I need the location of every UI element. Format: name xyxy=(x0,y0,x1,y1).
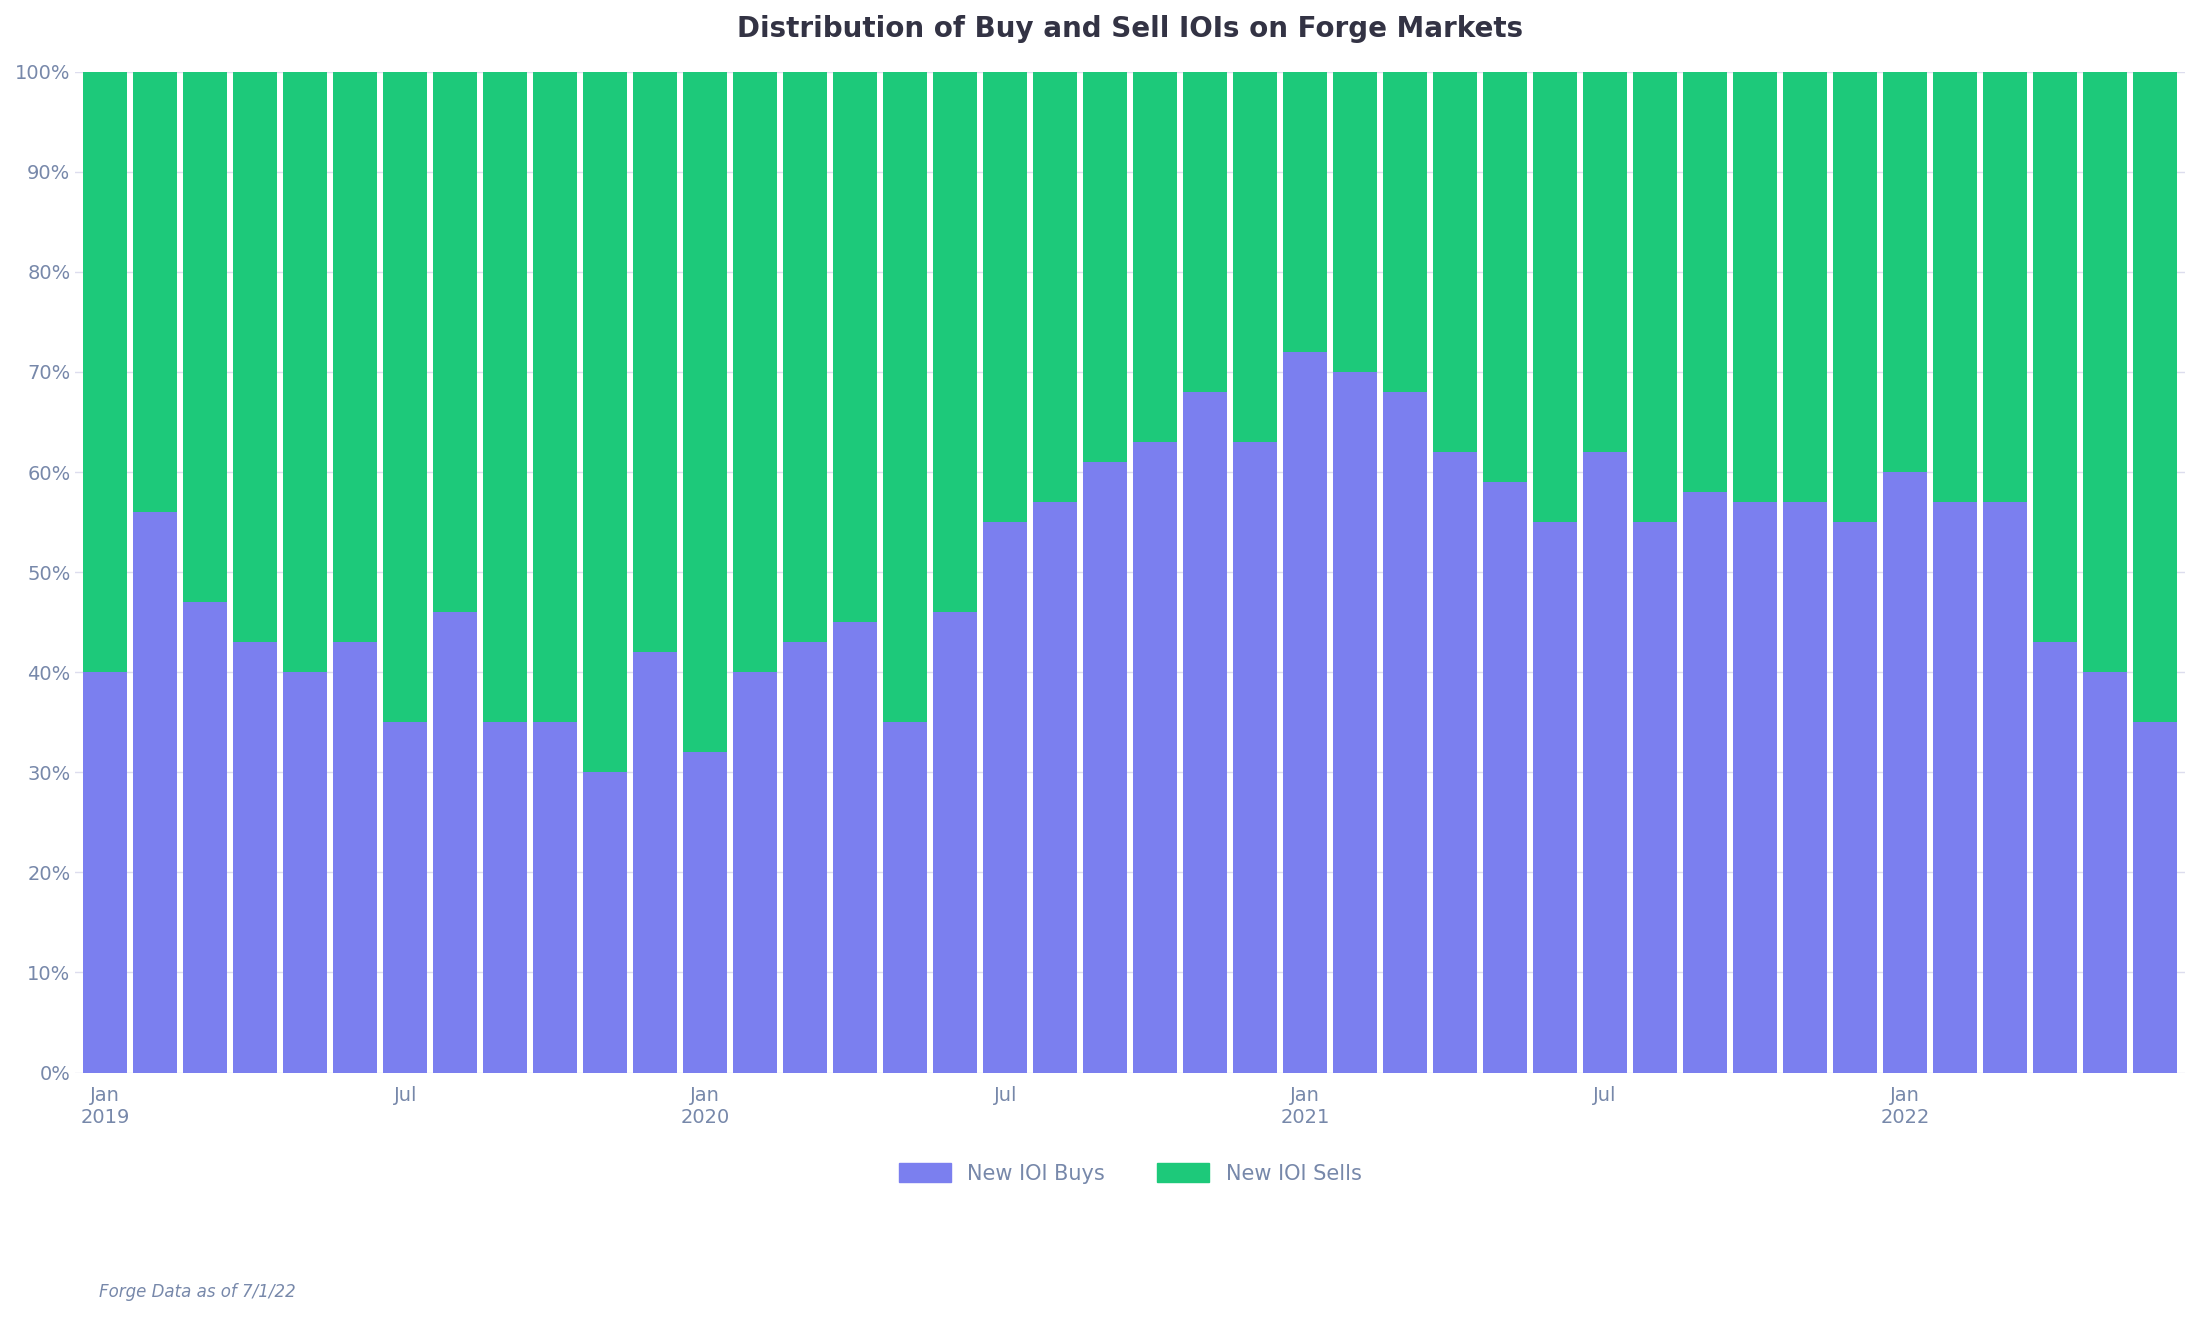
Bar xyxy=(84,72,128,672)
Bar xyxy=(733,72,777,672)
Bar xyxy=(783,72,827,642)
Bar xyxy=(2134,72,2178,722)
Bar xyxy=(783,642,827,1072)
Bar xyxy=(2134,722,2178,1072)
Bar xyxy=(183,602,227,1072)
Bar xyxy=(383,722,427,1072)
Bar xyxy=(1584,452,1628,1072)
Bar xyxy=(134,512,178,1072)
Bar xyxy=(1082,72,1126,462)
Bar xyxy=(1734,72,1778,503)
Bar xyxy=(1483,72,1527,481)
Bar xyxy=(1533,72,1577,523)
Bar xyxy=(1782,503,1826,1072)
Text: Forge Data as of 7/1/22: Forge Data as of 7/1/22 xyxy=(99,1282,295,1301)
Bar xyxy=(1683,492,1727,1072)
Bar xyxy=(1234,72,1278,442)
Bar xyxy=(1982,503,2026,1072)
Bar xyxy=(834,72,878,622)
Bar xyxy=(1184,392,1228,1072)
Bar xyxy=(882,72,926,722)
Bar xyxy=(1934,72,1978,503)
Bar xyxy=(1632,523,1676,1072)
Bar xyxy=(233,642,277,1072)
Bar xyxy=(1533,523,1577,1072)
Bar xyxy=(1034,503,1078,1072)
Bar xyxy=(882,722,926,1072)
Bar xyxy=(484,72,528,722)
Bar xyxy=(1234,442,1278,1072)
Bar xyxy=(334,72,378,642)
Bar xyxy=(983,72,1027,523)
Bar xyxy=(1133,442,1177,1072)
Bar xyxy=(334,642,378,1072)
Bar xyxy=(233,72,277,642)
Bar xyxy=(634,652,678,1072)
Bar xyxy=(1184,72,1228,392)
Bar xyxy=(1333,372,1377,1072)
Bar xyxy=(1082,462,1126,1072)
Bar xyxy=(1883,72,1927,472)
Bar xyxy=(2083,72,2127,672)
Bar xyxy=(1584,72,1628,452)
Bar xyxy=(183,72,227,602)
Bar xyxy=(583,773,627,1072)
Bar xyxy=(1333,72,1377,372)
Bar xyxy=(532,722,576,1072)
Bar xyxy=(1934,503,1978,1072)
Bar xyxy=(1982,72,2026,503)
Bar xyxy=(1283,352,1327,1072)
Bar xyxy=(2083,672,2127,1072)
Bar xyxy=(2033,72,2077,642)
Bar xyxy=(433,612,477,1072)
Bar xyxy=(583,72,627,773)
Bar xyxy=(1384,72,1428,392)
Bar xyxy=(1734,503,1778,1072)
Bar xyxy=(1432,452,1476,1072)
Bar xyxy=(1833,523,1877,1072)
Bar xyxy=(1883,472,1927,1072)
Title: Distribution of Buy and Sell IOIs on Forge Markets: Distribution of Buy and Sell IOIs on For… xyxy=(737,15,1522,43)
Bar xyxy=(1384,392,1428,1072)
Bar xyxy=(634,72,678,652)
Bar xyxy=(134,72,178,512)
Bar xyxy=(284,672,328,1072)
Bar xyxy=(1283,72,1327,352)
Bar xyxy=(2033,642,2077,1072)
Bar xyxy=(1432,72,1476,452)
Legend: New IOI Buys, New IOI Sells: New IOI Buys, New IOI Sells xyxy=(891,1156,1371,1192)
Bar xyxy=(383,72,427,722)
Bar xyxy=(433,72,477,612)
Bar xyxy=(284,72,328,672)
Bar xyxy=(1483,481,1527,1072)
Bar xyxy=(1133,72,1177,442)
Bar xyxy=(684,753,728,1072)
Bar xyxy=(684,72,728,753)
Bar xyxy=(983,523,1027,1072)
Bar xyxy=(532,72,576,722)
Bar xyxy=(84,672,128,1072)
Bar xyxy=(733,672,777,1072)
Bar xyxy=(1034,72,1078,503)
Bar xyxy=(933,612,977,1072)
Bar xyxy=(484,722,528,1072)
Bar xyxy=(1833,72,1877,523)
Bar xyxy=(834,622,878,1072)
Bar xyxy=(1782,72,1826,503)
Bar xyxy=(1683,72,1727,492)
Bar xyxy=(933,72,977,612)
Bar xyxy=(1632,72,1676,523)
